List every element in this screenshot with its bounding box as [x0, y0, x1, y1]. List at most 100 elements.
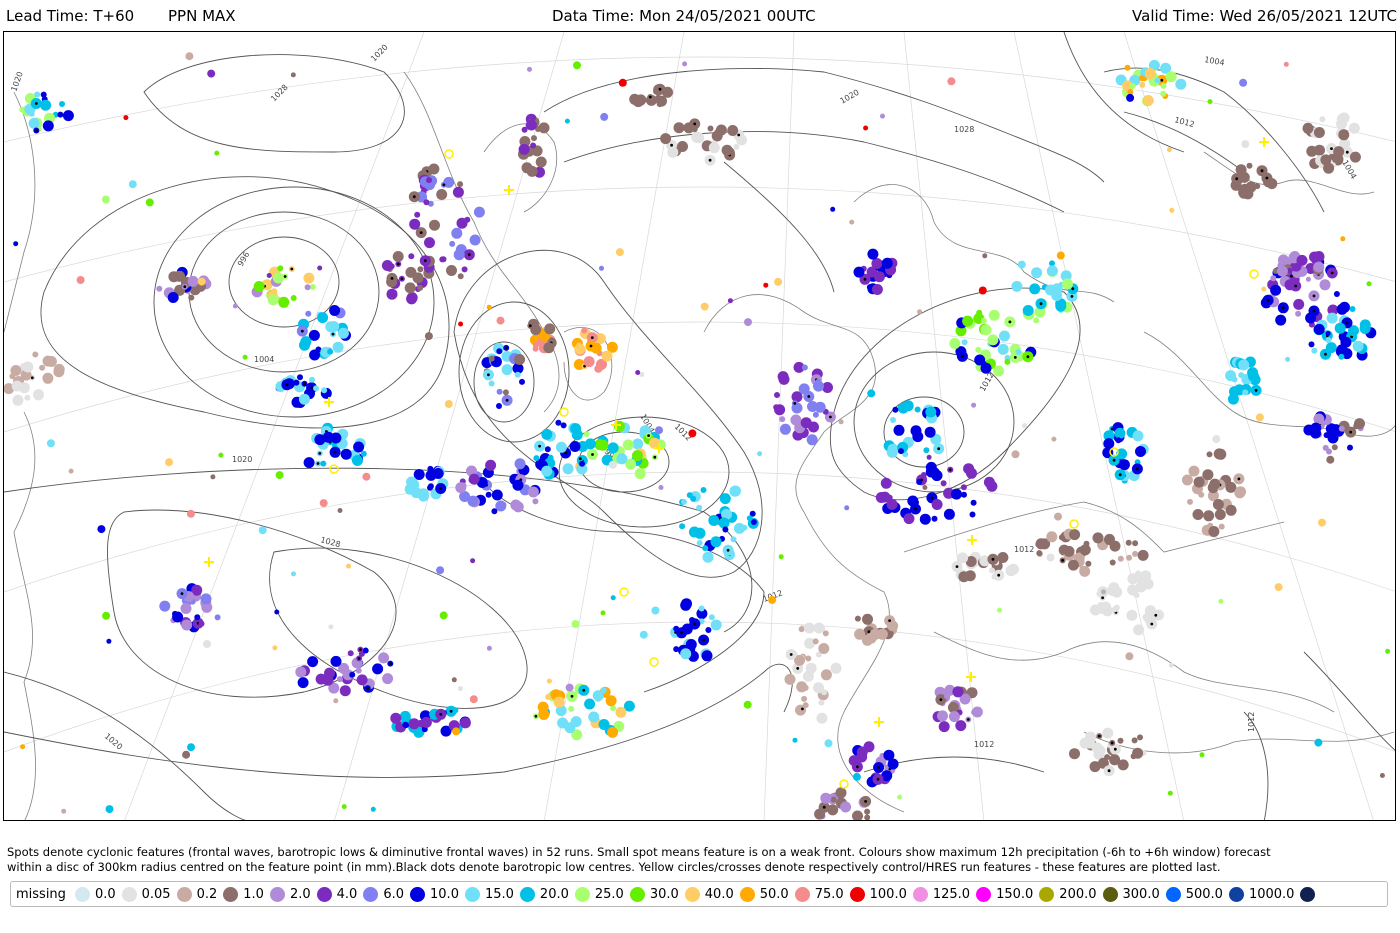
- feature-spot: [39, 364, 46, 371]
- feature-spot: [1144, 68, 1156, 79]
- feature-spot: [1125, 652, 1134, 661]
- feature-spot: [926, 454, 932, 460]
- feature-spot: [1125, 539, 1132, 546]
- barotropic-low-dot: [590, 336, 594, 339]
- feature-spot: [897, 402, 909, 414]
- feature-spot: [1352, 340, 1364, 352]
- legend-label: 0.2: [196, 886, 218, 902]
- feature-spot: [470, 558, 476, 564]
- feature-spot: [404, 282, 416, 294]
- feature-spot: [931, 470, 943, 481]
- feature-spot: [919, 513, 931, 525]
- feature-spot: [1305, 312, 1317, 324]
- feature-spot: [814, 808, 826, 820]
- feature-spot: [317, 312, 329, 324]
- feature-spot: [512, 479, 524, 491]
- feature-spot: [467, 495, 479, 507]
- barotropic-low-dot: [914, 507, 917, 511]
- feature-spot: [862, 613, 873, 625]
- legend-swatch: [410, 886, 426, 902]
- feature-spot: [145, 198, 154, 207]
- feature-spot: [303, 457, 315, 469]
- feature-spot: [931, 515, 938, 522]
- feature-spot: [1060, 270, 1072, 282]
- feature-spot: [1089, 761, 1101, 773]
- feature-spot: [1133, 624, 1145, 636]
- feature-spot: [808, 421, 819, 433]
- feature-spot: [502, 389, 509, 396]
- feature-spot: [424, 332, 433, 341]
- feature-spot: [271, 288, 278, 295]
- feature-spot: [1349, 151, 1361, 163]
- feature-spot: [594, 333, 606, 345]
- legend-item: 500.0: [1165, 886, 1224, 902]
- feature-spot: [1168, 662, 1174, 668]
- feature-spot: [167, 292, 179, 303]
- feature-spot: [1213, 448, 1225, 460]
- feature-spot: [408, 718, 420, 730]
- feature-spot: [1117, 737, 1124, 744]
- feature-spot: [1323, 432, 1330, 439]
- legend-item: 1.0: [223, 886, 265, 902]
- feature-spot: [876, 628, 888, 640]
- feature-spot: [203, 640, 211, 648]
- feature-spot: [570, 716, 582, 728]
- feature-spot: [744, 318, 752, 327]
- feature-spot: [838, 419, 844, 425]
- feature-spot: [1306, 145, 1318, 157]
- barotropic-low-dot: [856, 765, 859, 769]
- feature-spot: [599, 265, 604, 271]
- feature-spot: [328, 624, 334, 630]
- feature-spot: [852, 810, 863, 820]
- isobar-label: 1012: [978, 371, 996, 393]
- barotropic-low-dot: [1290, 274, 1293, 278]
- feature-spot: [897, 794, 903, 800]
- barotropic-low-dot: [333, 450, 337, 454]
- hres-cross-marker: [966, 672, 976, 682]
- feature-spot: [616, 453, 628, 465]
- feature-spot: [980, 362, 992, 374]
- feature-spot: [105, 805, 114, 814]
- barotropic-low-dot: [1013, 356, 1017, 359]
- barotropic-low-dot: [1110, 741, 1114, 745]
- feature-spot: [553, 696, 565, 708]
- feature-spot: [608, 460, 617, 469]
- legend-item: 0.05: [121, 886, 172, 902]
- feature-spot: [512, 362, 524, 374]
- feature-spot: [948, 711, 960, 723]
- feature-spot: [701, 650, 713, 662]
- feature-spot: [328, 321, 340, 332]
- legend-label: 20.0: [539, 886, 569, 902]
- feature-spot: [803, 622, 815, 634]
- feature-spot: [537, 701, 549, 713]
- feature-spot: [10, 365, 22, 376]
- feature-spot: [1135, 581, 1147, 593]
- feature-spot: [307, 656, 319, 668]
- feature-spot: [639, 372, 645, 377]
- feature-spot: [1310, 427, 1322, 439]
- barotropic-low-dot: [439, 712, 443, 716]
- feature-spot: [815, 379, 821, 385]
- feature-spot: [601, 350, 613, 362]
- barotropic-low-dot: [564, 451, 567, 455]
- barotropic-low-dot: [1070, 295, 1074, 298]
- feature-spot: [1109, 559, 1116, 566]
- feature-spot: [1127, 584, 1139, 596]
- legend-item: 10.0: [410, 886, 460, 902]
- feature-spot: [801, 695, 808, 702]
- feature-spot: [741, 524, 748, 531]
- feature-spot: [1332, 153, 1344, 165]
- feature-spot: [321, 387, 328, 394]
- feature-spot: [987, 334, 999, 346]
- feature-spot: [820, 792, 832, 804]
- feature-spot: [943, 487, 955, 499]
- legend-label: 30.0: [649, 886, 679, 902]
- feature-spot: [346, 563, 351, 569]
- feature-spot: [420, 716, 432, 728]
- feature-spot: [854, 628, 866, 640]
- barotropic-low-dot: [829, 415, 832, 419]
- feature-spot: [605, 695, 617, 707]
- feature-spot: [656, 101, 663, 108]
- feature-spot: [46, 439, 55, 448]
- feature-spot: [491, 489, 503, 501]
